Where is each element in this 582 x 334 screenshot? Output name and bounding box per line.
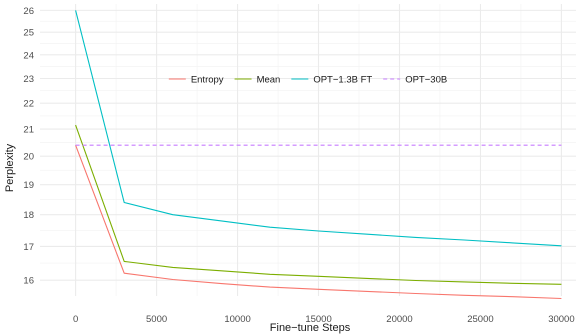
x-tick-label: 25000 — [467, 314, 493, 325]
y-tick-label: 21 — [23, 125, 34, 136]
y-tick-label: 18 — [23, 210, 34, 221]
legend-label: Mean — [257, 75, 281, 86]
y-tick-label: 19 — [23, 180, 34, 191]
y-tick-label: 25 — [23, 28, 34, 39]
y-tick-label: 26 — [23, 6, 34, 17]
x-tick-label: 15000 — [305, 314, 331, 325]
grid-minor — [40, 4, 576, 296]
legend-label: OPT−1.3B FT — [313, 75, 372, 86]
y-tick-label: 16 — [23, 276, 34, 287]
x-tick-label: 10000 — [224, 314, 250, 325]
y-tick-label: 24 — [23, 50, 34, 61]
y-tick-label: 17 — [23, 242, 34, 253]
legend-label: Entropy — [191, 75, 224, 86]
series-line-0 — [75, 145, 562, 300]
series-lines — [75, 10, 562, 300]
legend: Entropy Mean OPT−1.3B FT OPT−30B — [168, 75, 447, 86]
y-tick-labels: 16 17 18 19 20 21 22 23 24 25 26 — [23, 6, 34, 287]
x-tick-labels: 0 5000 10000 15000 20000 25000 30000 — [73, 314, 575, 325]
y-axis-title: Perplexity — [4, 143, 16, 192]
x-tick-label: 20000 — [386, 314, 412, 325]
x-tick-label: 5000 — [146, 314, 167, 325]
y-tick-label: 20 — [23, 152, 34, 163]
x-axis-title: Fine−tune Steps — [270, 322, 351, 334]
series-line-1 — [75, 124, 562, 285]
legend-label: OPT−30B — [405, 75, 447, 86]
y-tick-label: 23 — [23, 74, 34, 85]
series-line-2 — [75, 10, 562, 247]
x-tick-label: 0 — [73, 314, 78, 325]
x-tick-label: 30000 — [548, 314, 574, 325]
y-tick-label: 22 — [23, 99, 34, 110]
